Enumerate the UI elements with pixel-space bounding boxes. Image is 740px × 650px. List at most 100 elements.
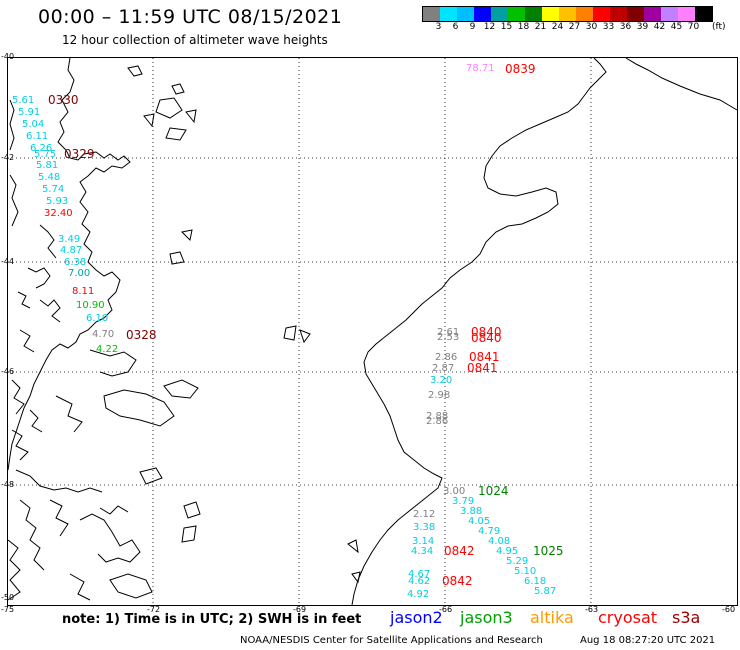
satellite-legend-jason3: jason3: [460, 608, 513, 627]
legend-label: 36: [619, 22, 632, 32]
wave-height-value: 3.00: [443, 486, 466, 497]
wave-height-value: 2.86: [435, 352, 458, 363]
wave-height-value: 4.05: [468, 516, 491, 527]
legend-label: 42: [653, 22, 666, 32]
pass-time-label: 0841: [467, 361, 498, 375]
pass-time-label: 1025: [533, 544, 564, 558]
legend-swatch: [440, 7, 457, 21]
legend-swatch: [576, 7, 593, 21]
wave-height-value: 3.38: [413, 522, 436, 533]
wave-height-value: 3.79: [452, 496, 475, 507]
wave-height-value: 10.90: [76, 300, 105, 311]
legend-label: 33: [602, 22, 615, 32]
footnote: note: 1) Time is in UTC; 2) SWH is in fe…: [62, 612, 362, 627]
legend-swatch: [508, 7, 525, 21]
wave-height-value: 2.87: [432, 363, 455, 374]
wave-height-value: 2.86: [426, 416, 449, 427]
wave-height-value: 5.91: [18, 107, 41, 118]
pass-time-label: 0330: [48, 93, 79, 107]
legend-swatch: [525, 7, 542, 21]
legend-label: 18: [517, 22, 530, 32]
legend-swatch: [644, 7, 661, 21]
wave-height-value: 6.18: [524, 576, 547, 587]
chart-subtitle: 12 hour collection of altimeter wave hei…: [62, 33, 328, 47]
longitude-label: -63: [585, 605, 599, 614]
latitude-label: -50: [1, 593, 15, 602]
pass-time-label: 0842: [444, 544, 475, 558]
chart-title: 00:00 – 11:59 UTC 08/15/2021: [38, 6, 343, 28]
wave-height-value: 4.22: [96, 344, 119, 355]
wave-height-value: 2.98: [428, 390, 451, 401]
grid-lines: [8, 58, 737, 605]
pass-time-label: 0842: [442, 574, 473, 588]
wave-height-value: 7.00: [68, 268, 91, 279]
wave-height-value: 5.61: [12, 95, 35, 106]
legend-swatch: [695, 7, 712, 21]
legend-label: 9: [469, 22, 476, 32]
wave-height-value: 5.75: [34, 149, 57, 160]
color-legend-bar: [422, 6, 713, 22]
color-legend-labels: 3 6 9 12 15 18 21 24 27 30 33 36 39 42 45 70: [422, 22, 740, 34]
wave-height-value: 4.34: [411, 546, 434, 557]
wave-height-value: 4.08: [488, 536, 511, 547]
legend-unit: (ft): [712, 22, 726, 32]
pass-time-label: 0840: [471, 331, 502, 345]
satellite-legend-altika: altika: [530, 608, 574, 627]
wave-height-value: 2.88: [426, 411, 449, 422]
wave-height-value: 2.53: [437, 332, 460, 343]
argentina-coastline: [351, 57, 738, 606]
wave-height-value: 5.10: [514, 566, 537, 577]
legend-label: 39: [636, 22, 649, 32]
legend-label: 70: [687, 22, 700, 32]
legend-swatch: [423, 7, 440, 21]
legend-label: 30: [585, 22, 598, 32]
legend-swatch: [610, 7, 627, 21]
wave-height-value: 8.11: [72, 286, 95, 297]
wave-height-value: 4.92: [407, 589, 430, 600]
pass-time-label: 0328: [126, 328, 157, 342]
latitude-label: -44: [1, 257, 15, 266]
generation-timestamp: Aug 18 08:27:20 UTC 2021: [580, 635, 716, 646]
legend-label: 3: [435, 22, 442, 32]
wave-height-value: 4.62: [408, 576, 431, 587]
wave-height-value: 5.93: [46, 196, 69, 207]
map-frame: [7, 57, 738, 606]
legend-label: 21: [534, 22, 547, 32]
wave-height-value: 3.14: [412, 536, 435, 547]
wave-height-value: 5.81: [36, 160, 59, 171]
pass-time-label: 0840: [471, 325, 502, 339]
wave-height-value: 5.87: [534, 586, 557, 597]
legend-swatch: [542, 7, 559, 21]
latitude-label: -42: [1, 153, 15, 162]
legend-swatch: [627, 7, 644, 21]
legend-swatch: [559, 7, 576, 21]
wave-height-value: 2.12: [413, 509, 436, 520]
latitude-label: -46: [1, 367, 15, 376]
wave-height-value: 3.88: [460, 506, 483, 517]
satellite-legend-cryosat: cryosat: [598, 608, 658, 627]
wave-height-value: 5.29: [506, 556, 529, 567]
legend-label: 45: [670, 22, 683, 32]
wave-height-value: 5.04: [22, 119, 45, 130]
longitude-label: -75: [1, 605, 15, 614]
wave-height-value: 6.10: [86, 313, 109, 324]
legend-swatch: [593, 7, 610, 21]
legend-swatch: [661, 7, 678, 21]
longitude-label: -66: [439, 605, 453, 614]
wave-height-value: 6.38: [64, 257, 87, 268]
wave-height-value: 6.11: [26, 131, 49, 142]
wave-height-value: 4.67: [408, 569, 431, 580]
legend-swatch: [457, 7, 474, 21]
credit-line: NOAA/NESDIS Center for Satellite Applica…: [240, 635, 543, 646]
chile-coastline: [7, 57, 199, 601]
legend-swatch: [678, 7, 695, 21]
pass-time-label: 0839: [505, 62, 536, 76]
satellite-legend-s3a: s3a: [672, 608, 701, 627]
legend-swatch: [474, 7, 491, 21]
wave-height-value: 3.49: [58, 234, 81, 245]
lake-islands: [127, 65, 361, 584]
legend-label: 6: [452, 22, 459, 32]
legend-label: 12: [483, 22, 496, 32]
latitude-label: -48: [1, 480, 15, 489]
